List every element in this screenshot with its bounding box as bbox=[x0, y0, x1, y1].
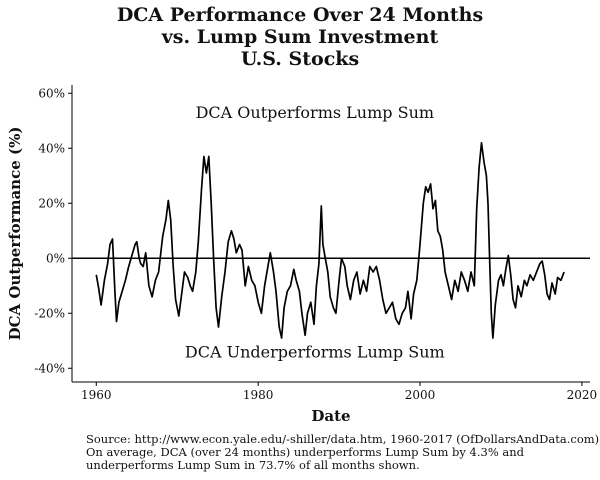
y-tick-label: 40% bbox=[38, 141, 65, 155]
x-tick-label: 2000 bbox=[405, 388, 436, 402]
x-axis-ticks: 1960 1980 2000 2020 bbox=[81, 382, 597, 402]
y-axis-ticks: -40% -20% 0% 20% 40% 60% bbox=[34, 86, 72, 375]
axes bbox=[71, 85, 590, 383]
summary-line-2: underperforms Lump Sum in 73.7% of all m… bbox=[86, 458, 420, 472]
x-tick-label: 1960 bbox=[81, 388, 112, 402]
source-line: Source: http://www.econ.yale.edu/-shille… bbox=[86, 432, 600, 446]
annotation-outperforms: DCA Outperforms Lump Sum bbox=[196, 103, 434, 122]
annotation-underperforms: DCA Underperforms Lump Sum bbox=[185, 342, 445, 361]
chart-title: DCA Performance Over 24 Months vs. Lump … bbox=[0, 4, 600, 70]
chart-title-line-3: U.S. Stocks bbox=[240, 48, 360, 70]
y-axis-label: DCA Outperformance (%) bbox=[6, 127, 24, 341]
x-tick-label: 1980 bbox=[243, 388, 274, 402]
chart-title-line-1: DCA Performance Over 24 Months bbox=[116, 4, 484, 26]
y-tick-label: 20% bbox=[38, 196, 65, 210]
series-line-dca-outperformance bbox=[95, 141, 565, 339]
y-tick-label: 0% bbox=[46, 251, 65, 265]
y-tick-label: -20% bbox=[34, 306, 65, 320]
y-tick-label: 60% bbox=[38, 86, 65, 100]
x-tick-label: 2020 bbox=[567, 388, 598, 402]
y-tick-label: -40% bbox=[34, 361, 65, 375]
chart-title-line-2: vs. Lump Sum Investment bbox=[161, 26, 439, 48]
x-axis-label: Date bbox=[311, 407, 350, 425]
source-note: Source: http://www.econ.yale.edu/-shille… bbox=[86, 432, 600, 472]
summary-line-1: On average, DCA (over 24 months) underpe… bbox=[86, 445, 525, 459]
